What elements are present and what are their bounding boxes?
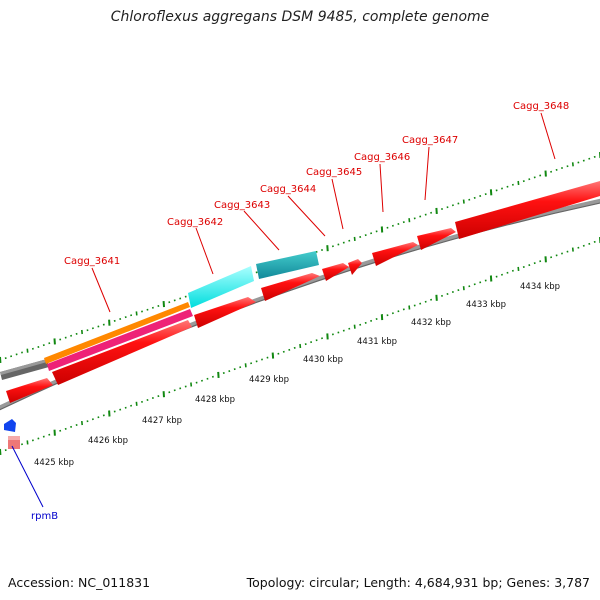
cds-arrow-8 (417, 228, 456, 250)
feature-gray (0, 359, 49, 380)
gene-label-cagg-3641: Cagg_3641 (64, 256, 120, 267)
gene-label-rpmb: rpmB (31, 511, 58, 522)
kbp-label-4433: 4433 kbp (466, 300, 506, 310)
cds-arrow-9 (455, 181, 600, 239)
map-title: Chloroflexus aggregans DSM 9485, complet… (110, 9, 490, 25)
rna-feature-blue (4, 419, 16, 432)
gene-label-cagg-3642: Cagg_3642 (167, 217, 223, 228)
leader-cagg-3648 (540, 112, 556, 160)
gene-label-cagg-3644: Cagg_3644 (260, 184, 316, 195)
inner-tick-ruler (0, 237, 600, 456)
leader-cagg-3644 (287, 195, 326, 237)
feature-orange (44, 302, 190, 364)
kbp-label-4429: 4429 kbp (249, 375, 289, 385)
leader-cagg-3641 (91, 267, 111, 313)
cds-arrow-2 (52, 320, 192, 385)
kbp-label-4428: 4428 kbp (195, 395, 235, 405)
cds-arrow-1 (6, 378, 53, 403)
feature-dark-cyan (256, 251, 319, 279)
topology-summary: Topology: circular; Length: 4,684,931 bp… (246, 575, 590, 590)
leader-cagg-3647 (424, 146, 430, 201)
leader-cagg-3646 (379, 163, 384, 213)
leader-cagg-3645 (331, 178, 344, 230)
gene-label-cagg-3648: Cagg_3648 (513, 101, 569, 112)
gene-label-cagg-3647: Cagg_3647 (402, 135, 458, 146)
gene-label-cagg-3646: Cagg_3646 (354, 152, 410, 163)
cds-arrow-4 (261, 273, 320, 301)
kbp-label-4431: 4431 kbp (357, 337, 397, 347)
genome-backbone-shade (0, 202, 600, 411)
kbp-label-4425: 4425 kbp (34, 458, 74, 468)
feature-magenta (47, 309, 193, 371)
accession-text: Accession: NC_011831 (8, 575, 151, 590)
leader-cagg-3643 (243, 210, 280, 251)
genome-backbone (0, 198, 600, 411)
gene-label-cagg-3643: Cagg_3643 (214, 200, 270, 211)
kbp-label-4430: 4430 kbp (303, 355, 343, 365)
leader-cagg-3642 (195, 227, 214, 275)
kbp-label-4426: 4426 kbp (88, 436, 128, 446)
cds-arrow-5 (322, 263, 349, 281)
feature-cyan (188, 266, 254, 308)
gene-label-cagg-3645: Cagg_3645 (306, 167, 362, 178)
kbp-label-4427: 4427 kbp (142, 416, 182, 426)
kbp-label-4434: 4434 kbp (520, 282, 560, 292)
cds-arrow-3 (194, 297, 256, 328)
rna-feature-pink-highlight (8, 436, 20, 440)
leader-rpmb (11, 445, 44, 508)
cds-arrow-7 (372, 242, 418, 266)
kbp-label-4432: 4432 kbp (411, 318, 451, 328)
cds-arrow-6 (348, 259, 362, 275)
